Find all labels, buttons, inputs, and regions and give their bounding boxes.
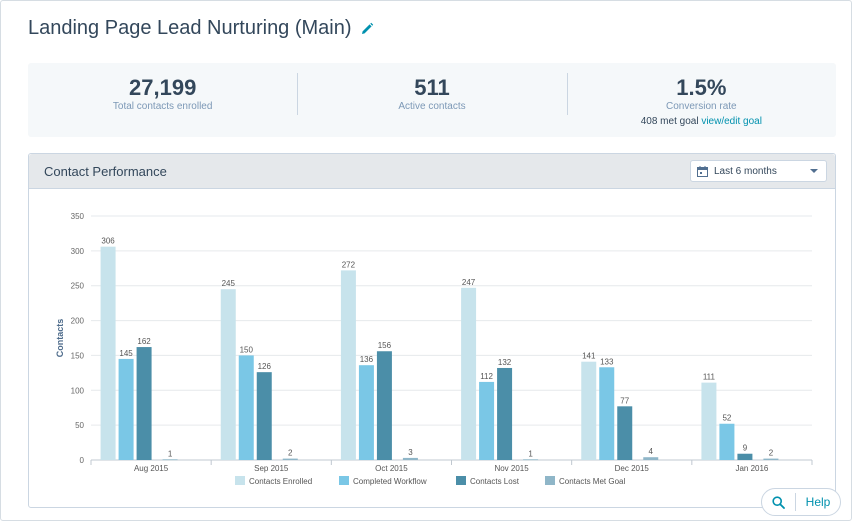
data-label: 1 <box>168 449 173 458</box>
legend-label: Contacts Lost <box>470 477 520 486</box>
stat-label: Total contacts enrolled <box>112 101 213 112</box>
data-label: 306 <box>101 237 115 246</box>
y-tick-label: 300 <box>71 247 85 256</box>
bar[interactable] <box>497 367 513 460</box>
x-tick-label: Oct 2015 <box>375 464 408 473</box>
bar[interactable] <box>118 358 134 460</box>
panel-header: Contact Performance Last 6 months <box>29 154 835 189</box>
data-label: 1 <box>528 449 533 458</box>
bar[interactable] <box>523 459 539 461</box>
bar[interactable] <box>376 351 392 460</box>
data-label: 112 <box>480 372 493 381</box>
data-label: 126 <box>258 362 272 371</box>
bar[interactable] <box>719 423 735 460</box>
y-tick-label: 100 <box>71 386 85 395</box>
bar[interactable] <box>599 367 615 460</box>
data-label: 52 <box>722 414 731 423</box>
panel-title: Contact Performance <box>44 164 167 179</box>
x-tick-label: Nov 2015 <box>494 464 529 473</box>
bar[interactable] <box>238 355 254 460</box>
data-label: 132 <box>498 358 512 367</box>
bar[interactable] <box>581 361 597 460</box>
legend-label: Contacts Enrolled <box>249 477 312 486</box>
data-label: 272 <box>342 260 356 269</box>
page-title: Landing Page Lead Nurturing (Main) <box>28 17 352 39</box>
data-label: 141 <box>582 352 596 361</box>
data-label: 2 <box>288 449 293 458</box>
bar[interactable] <box>100 246 116 460</box>
bar[interactable] <box>358 365 374 460</box>
data-label: 145 <box>119 349 133 358</box>
chevron-down-icon <box>810 169 818 173</box>
data-label: 77 <box>620 396 629 405</box>
bar[interactable] <box>643 457 659 460</box>
bar[interactable] <box>282 458 298 460</box>
data-label: 111 <box>703 373 716 382</box>
pencil-icon[interactable] <box>360 22 374 36</box>
y-tick-label: 350 <box>71 212 85 221</box>
stat-label: Conversion rate <box>666 101 737 112</box>
contact-performance-chart: 0 50 100 150 200 250 300 350 Contacts 306 145 162 1 A… <box>55 212 813 486</box>
y-tick-label: 50 <box>75 421 84 430</box>
y-tick-label: 250 <box>71 282 85 291</box>
y-tick-label: 200 <box>71 317 85 326</box>
y-tick-label: 150 <box>71 351 85 360</box>
met-goal-line: 408 met goal view/edit goal <box>567 115 836 129</box>
help-button[interactable]: Help <box>761 488 841 516</box>
stat-value: 1.5% <box>676 75 727 100</box>
bar[interactable] <box>256 372 272 460</box>
data-label: 162 <box>137 337 151 346</box>
search-icon <box>762 493 796 511</box>
data-label: 133 <box>600 357 614 366</box>
contact-performance-panel: Contact Performance Last 6 months 0 50 100… <box>28 153 836 508</box>
summary-stats: 27,199 Total contacts enrolled 511 Activ… <box>28 63 836 137</box>
bar[interactable] <box>701 382 717 460</box>
data-label: 136 <box>360 355 374 364</box>
date-range-value: Last 6 months <box>714 165 777 177</box>
stat-conversion-rate: 1.5% Conversion rate 408 met goal view/e… <box>566 63 836 137</box>
title-row: Landing Page Lead Nurturing (Main) <box>28 17 374 40</box>
x-tick-label: Sep 2015 <box>254 464 289 473</box>
x-tick-label: Dec 2015 <box>615 464 650 473</box>
legend-swatch <box>545 476 555 485</box>
bar[interactable] <box>220 289 236 460</box>
x-tick-label: Jan 2016 <box>735 464 768 473</box>
legend-swatch <box>235 476 245 485</box>
bar[interactable] <box>737 453 753 460</box>
legend-swatch <box>339 476 349 485</box>
bar[interactable] <box>479 381 495 460</box>
stat-total-enrolled: 27,199 Total contacts enrolled <box>28 63 297 137</box>
data-label: 4 <box>649 447 654 456</box>
data-label: 247 <box>462 278 476 287</box>
data-label: 3 <box>408 448 413 457</box>
legend-label: Contacts Met Goal <box>559 477 625 486</box>
stat-active-contacts: 511 Active contacts <box>297 63 566 137</box>
help-label: Help <box>805 495 831 509</box>
data-label: 156 <box>378 341 392 350</box>
stat-value: 511 <box>414 75 450 100</box>
calendar-icon <box>697 165 708 177</box>
legend-label: Completed Workflow <box>353 477 427 486</box>
y-tick-label: 0 <box>80 456 85 465</box>
bar[interactable] <box>136 347 152 460</box>
data-label: 2 <box>769 449 774 458</box>
view-edit-goal-link[interactable]: view/edit goal <box>701 116 762 127</box>
met-goal-count: 408 met goal <box>640 116 699 127</box>
data-label: 9 <box>743 444 748 453</box>
bar[interactable] <box>763 458 779 460</box>
bar[interactable] <box>461 287 477 460</box>
bar[interactable] <box>340 270 356 460</box>
legend-swatch <box>456 476 466 485</box>
x-tick-label: Aug 2015 <box>134 464 169 473</box>
stat-label: Active contacts <box>398 101 466 112</box>
y-axis-label: Contacts <box>55 319 65 358</box>
bar[interactable] <box>162 459 178 461</box>
bar[interactable] <box>617 406 633 460</box>
stat-value: 27,199 <box>129 75 197 100</box>
data-label: 150 <box>240 345 254 354</box>
bar[interactable] <box>402 457 418 460</box>
date-range-select[interactable]: Last 6 months <box>690 160 827 182</box>
data-label: 245 <box>222 279 236 288</box>
